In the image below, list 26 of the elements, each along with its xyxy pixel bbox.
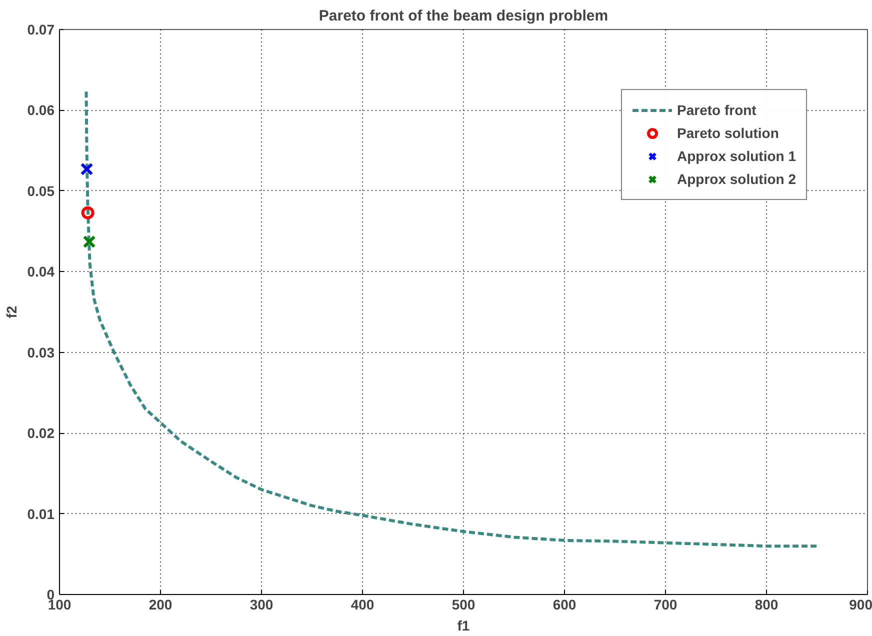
point bbox=[81, 206, 94, 220]
y-tick-label: 0.07 bbox=[27, 22, 55, 38]
point bbox=[82, 235, 96, 248]
legend-label: Approx solution 1 bbox=[677, 148, 796, 164]
x-axis-title: f1 bbox=[457, 618, 470, 634]
x-tick-label: 400 bbox=[350, 596, 374, 612]
x-tick-label: 700 bbox=[654, 596, 678, 612]
y-tick-label: 0.01 bbox=[27, 506, 55, 522]
x-tick-label: 600 bbox=[552, 596, 576, 612]
line-series bbox=[84, 90, 818, 548]
x-tick-label: 800 bbox=[754, 596, 778, 612]
chart-title: Pareto front of the beam design problem bbox=[318, 8, 608, 24]
x-tick-label: 500 bbox=[452, 596, 476, 612]
legend-label: Pareto solution bbox=[677, 125, 779, 141]
y-tick-label: 0.04 bbox=[27, 264, 55, 280]
x-tick-label: 200 bbox=[148, 596, 172, 612]
x-tick-label: 300 bbox=[250, 596, 274, 612]
y-tick-label: 0.05 bbox=[27, 182, 55, 199]
legend-label: Pareto front bbox=[677, 102, 756, 118]
y-tick-label: 0.02 bbox=[27, 425, 55, 442]
y-tick-label: 0.03 bbox=[27, 344, 55, 360]
x-tick-label: 900 bbox=[849, 596, 872, 612]
point bbox=[80, 162, 94, 176]
y-tick-label: 0.06 bbox=[27, 102, 55, 118]
y-axis-title: f2 bbox=[3, 306, 20, 318]
legend-label: Approx solution 2 bbox=[677, 171, 796, 187]
